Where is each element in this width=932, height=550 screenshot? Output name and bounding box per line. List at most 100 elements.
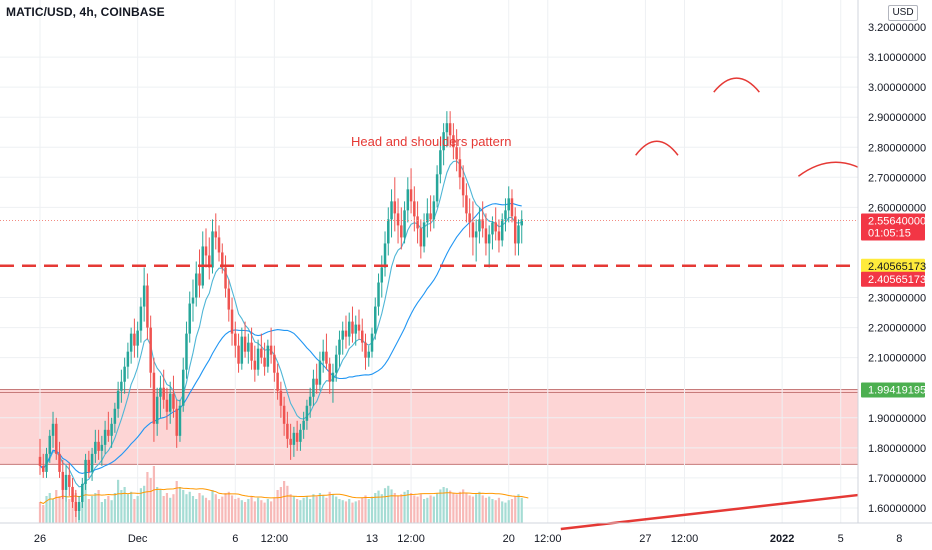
candle-body — [84, 459, 87, 484]
candle-body — [325, 351, 328, 364]
candle-body — [149, 327, 152, 373]
volume-bar — [276, 490, 279, 523]
candle-body — [126, 351, 130, 367]
candle-body — [458, 159, 462, 178]
last-price-tag-label: 01:05:15 — [868, 227, 911, 239]
volume-bar — [439, 489, 442, 523]
volume-bar — [204, 497, 208, 523]
candle-body — [191, 297, 195, 304]
volume-bar — [367, 499, 370, 523]
zone-price-tag-bg — [861, 382, 925, 398]
candle-body — [426, 213, 429, 223]
candle-body — [269, 345, 273, 355]
candle-body — [221, 252, 224, 268]
volume-bar — [331, 494, 335, 523]
volume-bar — [292, 496, 295, 523]
last-price-tag-bg — [861, 213, 925, 241]
volume-bar — [374, 493, 377, 523]
volume-bar — [146, 472, 149, 523]
volume-bar — [64, 502, 68, 523]
last-price-tag-label: 2.55640000 — [868, 215, 926, 227]
y-tick-label: 3.10000000 — [868, 52, 926, 64]
x-tick-label: Dec — [128, 533, 148, 545]
candle-body — [286, 423, 289, 439]
candle-body — [38, 456, 42, 466]
candle-body — [237, 345, 240, 364]
candles — [38, 111, 523, 520]
candle-body — [100, 444, 104, 451]
time-axis[interactable]: 26 Dec 6 12:00 13 12:00 20 12:00 27 12:00 2022 5 8 — [0, 522, 932, 545]
candle-body — [250, 342, 253, 361]
candle-body — [409, 189, 413, 202]
y-tick-label: 2.10000000 — [868, 353, 926, 365]
y-tick-label: 2.90000000 — [868, 112, 926, 124]
pattern-annotation: Head and shoulders pattern — [351, 134, 511, 149]
currency-button[interactable]: USD — [888, 5, 918, 21]
candle-body — [354, 324, 357, 334]
candle-body — [393, 201, 397, 214]
volume-bar — [497, 497, 501, 523]
volume-bar — [201, 495, 204, 523]
volume-bar — [143, 485, 146, 523]
x-tick-label: 13 — [366, 533, 378, 545]
candle-body — [81, 483, 84, 502]
volume-bar — [380, 494, 383, 523]
volume-bar — [507, 500, 510, 523]
volume-bar — [491, 499, 494, 523]
x-tick-label: 20 — [503, 533, 515, 545]
volume-bar — [243, 502, 247, 523]
candle-body — [396, 213, 400, 226]
volume-bar — [172, 494, 175, 523]
volume-bar — [289, 494, 292, 523]
volume-bar — [221, 496, 224, 523]
candle-body — [234, 333, 237, 346]
volume-bar — [38, 502, 42, 523]
volume-bar — [481, 495, 484, 523]
volume-bar — [406, 490, 409, 523]
volume-bar — [422, 499, 426, 523]
x-tick-label: 12:00 — [671, 533, 699, 545]
volume-bar — [90, 496, 94, 523]
volume-bar — [471, 496, 475, 523]
y-tick-label: 1.90000000 — [868, 413, 926, 425]
volume-bar — [273, 497, 276, 523]
candle-body — [452, 135, 455, 148]
candle-body — [175, 408, 178, 436]
candle-body — [159, 387, 162, 397]
candle-body — [217, 237, 221, 253]
candle-body — [230, 309, 234, 334]
x-tick-label: 26 — [34, 533, 46, 545]
volume-bar — [409, 493, 413, 523]
candle-body — [455, 147, 458, 160]
candle-body — [390, 201, 393, 220]
support-price-tag-bg — [861, 258, 925, 274]
volume-bar — [449, 490, 452, 523]
candle-body — [334, 354, 338, 373]
candle-body — [266, 345, 270, 367]
volume-bar — [296, 499, 299, 523]
volume-bar — [520, 497, 523, 523]
candle-body — [282, 405, 286, 424]
volume-bar — [305, 496, 309, 523]
volume-bar — [120, 490, 123, 523]
volume-bar — [61, 487, 64, 523]
y-tick-label: 1.80000000 — [868, 443, 926, 455]
volume-bar — [178, 487, 182, 523]
volume-bar — [107, 496, 110, 523]
volume-bar — [185, 494, 188, 523]
volume-bar — [237, 497, 240, 523]
y-tick-label: 3.00000000 — [868, 82, 926, 94]
candle-body — [442, 132, 445, 151]
candle-body — [142, 285, 146, 307]
candle-body — [152, 372, 156, 424]
volume-bar — [165, 493, 169, 523]
volume-bar — [357, 500, 361, 523]
volume-bar — [458, 491, 461, 523]
candle-body — [403, 210, 406, 238]
candle-body — [520, 219, 523, 226]
volume-bar — [377, 490, 380, 523]
volume-bar — [504, 502, 507, 523]
candle-body — [136, 330, 139, 346]
volume-bar — [322, 495, 325, 523]
volume-ma-line — [39, 487, 529, 505]
